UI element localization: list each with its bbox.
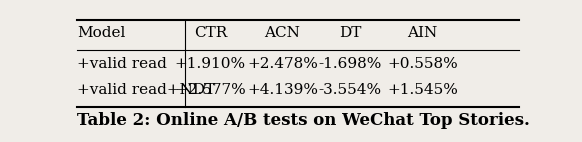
Text: +0.558%: +0.558% — [387, 57, 457, 71]
Text: +4.139%: +4.139% — [247, 83, 318, 97]
Text: +2.577%: +2.577% — [175, 83, 246, 97]
Text: -3.554%: -3.554% — [318, 83, 382, 97]
Text: -1.698%: -1.698% — [318, 57, 382, 71]
Text: +valid read: +valid read — [77, 57, 167, 71]
Text: Table 2: Online A/B tests on WeChat Top Stories.: Table 2: Online A/B tests on WeChat Top … — [77, 112, 530, 129]
Text: DT: DT — [339, 26, 361, 40]
Text: +1.545%: +1.545% — [387, 83, 458, 97]
Text: +valid read+NDT: +valid read+NDT — [77, 83, 215, 97]
Text: Model: Model — [77, 26, 126, 40]
Text: ACN: ACN — [265, 26, 300, 40]
Text: CTR: CTR — [194, 26, 227, 40]
Text: +2.478%: +2.478% — [247, 57, 318, 71]
Text: AIN: AIN — [407, 26, 438, 40]
Text: +1.910%: +1.910% — [175, 57, 246, 71]
